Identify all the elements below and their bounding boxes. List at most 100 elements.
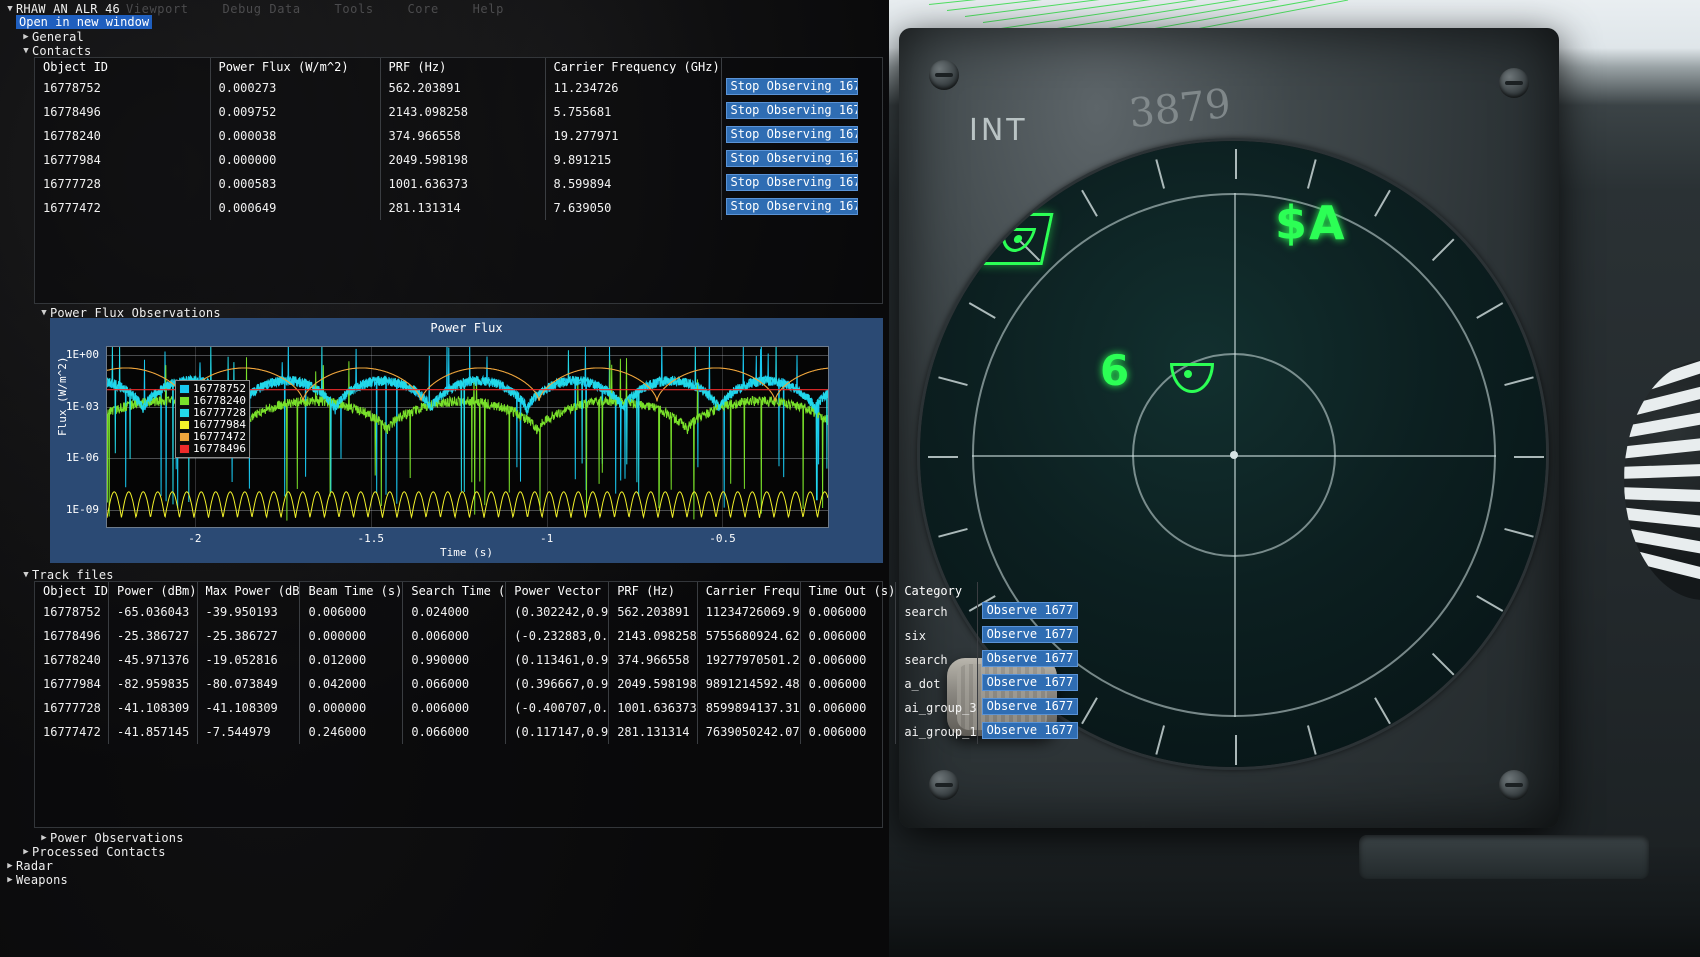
track-cell-power: -45.971376 [108, 648, 198, 672]
chart-legend-item: 16778496 [179, 443, 246, 455]
track-cell-beam-time: 0.246000 [299, 720, 404, 744]
track-cell-prf: 2143.098258 [608, 624, 698, 648]
tree-node-power-flux-observations[interactable]: ▼ Power Flux Observations [38, 305, 221, 320]
contacts-cell-power-flux: 0.000583 [210, 172, 381, 196]
observe-button[interactable]: Observe 1677 [981, 722, 1079, 739]
contacts-cell-power-flux: 0.000000 [210, 148, 381, 172]
contacts-header-0: Object ID [35, 58, 211, 76]
track-cell-power-vector: (0.302242,0.9 [505, 600, 610, 624]
chevron-down-icon: ▼ [7, 3, 13, 14]
observe-button[interactable]: Observe 1677 [981, 674, 1079, 691]
contacts-cell-action: Stop Observing 16777728 [721, 172, 882, 196]
track-cell-time-out: 0.006000 [800, 672, 897, 696]
contacts-header-3: Carrier Frequency (GHz) [545, 58, 722, 76]
cockpit-photo-panel: 3879 INT $A 6 [889, 0, 1700, 957]
table-row: 16777728 0.000583 1001.636373 8.599894 Stop … [35, 172, 882, 196]
chart-legend-item: 16777984 [179, 419, 246, 431]
scope-tick [1081, 697, 1098, 725]
contacts-table: Object ID Power Flux (W/m^2) PRF (Hz) Carri… [35, 58, 882, 220]
track-cell-object-id: 16777984 [35, 672, 110, 696]
observe-button[interactable]: Observe 1677 [981, 626, 1079, 643]
chart-legend-item: 16778752 [179, 383, 246, 395]
chart-x-tick-label: -2 [188, 532, 202, 545]
observe-button[interactable]: Observe 1677 [981, 698, 1079, 715]
chart-y-gridline [107, 406, 828, 408]
menu-item-viewport[interactable]: Viewport [126, 2, 189, 16]
tree-node-processed-contacts[interactable]: ▶ Processed Contacts [20, 844, 166, 859]
track-cell-max-power: -19.052816 [197, 648, 301, 672]
table-row: 16777472 0.000649 281.131314 7.639050 Stop O… [35, 196, 882, 220]
track-cell-max-power: -80.073849 [197, 672, 301, 696]
track-cell-carrier: 5755680924.62 [697, 624, 801, 648]
legend-label: 16777984 [193, 418, 246, 431]
contacts-cell-object-id: 16778752 [35, 76, 211, 100]
contacts-cell-carrier: 5.755681 [545, 100, 722, 124]
tree-node-label: Weapons [16, 872, 68, 887]
tree-node-radar[interactable]: ▶ Radar [4, 858, 53, 873]
table-row: 16778752 -65.036043 -39.950193 0.006000 0.02… [35, 600, 1079, 624]
legend-color-swatch [179, 444, 190, 454]
tree-node-contacts[interactable]: ▼ Contacts [20, 43, 91, 58]
observe-button[interactable]: Observe 1677 [981, 650, 1079, 667]
contacts-cell-object-id: 16777728 [35, 172, 211, 196]
stop-observing-button[interactable]: Stop Observing 16777728 [725, 174, 858, 191]
contacts-table-panel: Object ID Power Flux (W/m^2) PRF (Hz) Carri… [34, 57, 883, 304]
table-row: 16778752 0.000273 562.203891 11.234726 Stop … [35, 76, 882, 100]
contacts-cell-action: Stop Observing 16778752 [721, 76, 882, 100]
menu-item-help[interactable]: Help [472, 2, 504, 16]
tree-node-power-observations[interactable]: ▶ Power Observations [38, 830, 184, 845]
menu-item-core[interactable]: Core [407, 2, 439, 16]
tree-node-rhaw-root[interactable]: ▼ RHAW AN_ALR_46 [4, 1, 120, 16]
stop-observing-button[interactable]: Stop Observing 16778240 [725, 126, 858, 143]
track-cell-power-vector: (0.113461,0.9 [505, 648, 610, 672]
track-cell-time-out: 0.006000 [800, 600, 897, 624]
chart-title: Power Flux [430, 321, 503, 335]
table-row: 16777472 -41.857145 -7.544979 0.246000 0.066… [35, 720, 1079, 744]
track-cell-search-time: 0.006000 [402, 624, 507, 648]
scope-tick [1235, 149, 1237, 179]
track-cell-search-time: 0.066000 [402, 720, 507, 744]
observe-button[interactable]: Observe 1677 [981, 602, 1079, 619]
tree-node-track-files[interactable]: ▼ Track files [20, 567, 114, 582]
legend-color-swatch [179, 384, 190, 394]
track-cell-carrier: 8599894137.31 [697, 696, 801, 720]
track-cell-category: ai_group_1 [895, 720, 978, 744]
track-cell-time-out: 0.006000 [800, 696, 897, 720]
track-cell-search-time: 0.990000 [402, 648, 507, 672]
table-row: 16777984 0.000000 2049.598198 9.891215 Stop … [35, 148, 882, 172]
stop-observing-button[interactable]: Stop Observing 16778752 [725, 78, 858, 95]
scope-tick [1476, 595, 1504, 612]
table-header-row: Object ID Power Flux (W/m^2) PRF (Hz) Carri… [35, 58, 882, 76]
open-in-new-window-button[interactable]: Open in new window [16, 15, 153, 29]
contacts-cell-prf: 374.966558 [380, 124, 546, 148]
scope-tick [1514, 456, 1544, 458]
track-cell-action: Observe 1677 [977, 624, 1079, 648]
diamond-lens-icon [997, 228, 1037, 252]
menu-item-tools[interactable]: Tools [334, 2, 374, 16]
track-cell-object-id: 16777728 [35, 696, 110, 720]
contacts-cell-object-id: 16778496 [35, 100, 211, 124]
chart-legend-item: 16777472 [179, 431, 246, 443]
track-cell-category: search [895, 648, 978, 672]
stop-observing-button[interactable]: Stop Observing 16778496 [725, 102, 858, 119]
stop-observing-button[interactable]: Stop Observing 16777472 [725, 198, 858, 215]
contacts-cell-prf: 2143.098258 [380, 100, 546, 124]
track-header-5: Power Vector [505, 582, 610, 600]
menu-item-debug-data[interactable]: Debug Data [222, 2, 301, 16]
tree-node-general[interactable]: ▶ General [20, 29, 84, 44]
track-header-2: Max Power (dB [197, 582, 301, 600]
scope-tick [938, 527, 968, 538]
track-cell-category: ai_group_3 [895, 696, 978, 720]
stop-observing-button[interactable]: Stop Observing 16777984 [725, 150, 858, 167]
chart-y-gridline [107, 355, 828, 357]
track-cell-power-vector: (0.396667,0.9 [505, 672, 610, 696]
legend-color-swatch [179, 432, 190, 442]
contacts-cell-carrier: 8.599894 [545, 172, 722, 196]
chart-x-tick-label: -1.5 [357, 532, 385, 545]
scope-tick [1476, 302, 1504, 319]
track-header-9: Category [895, 582, 978, 600]
chart-x-axis-label: Time (s) [440, 546, 493, 559]
tree-node-weapons[interactable]: ▶ Weapons [4, 872, 68, 887]
chart-x-gridline [722, 347, 724, 527]
track-cell-prf: 1001.636373 [608, 696, 698, 720]
